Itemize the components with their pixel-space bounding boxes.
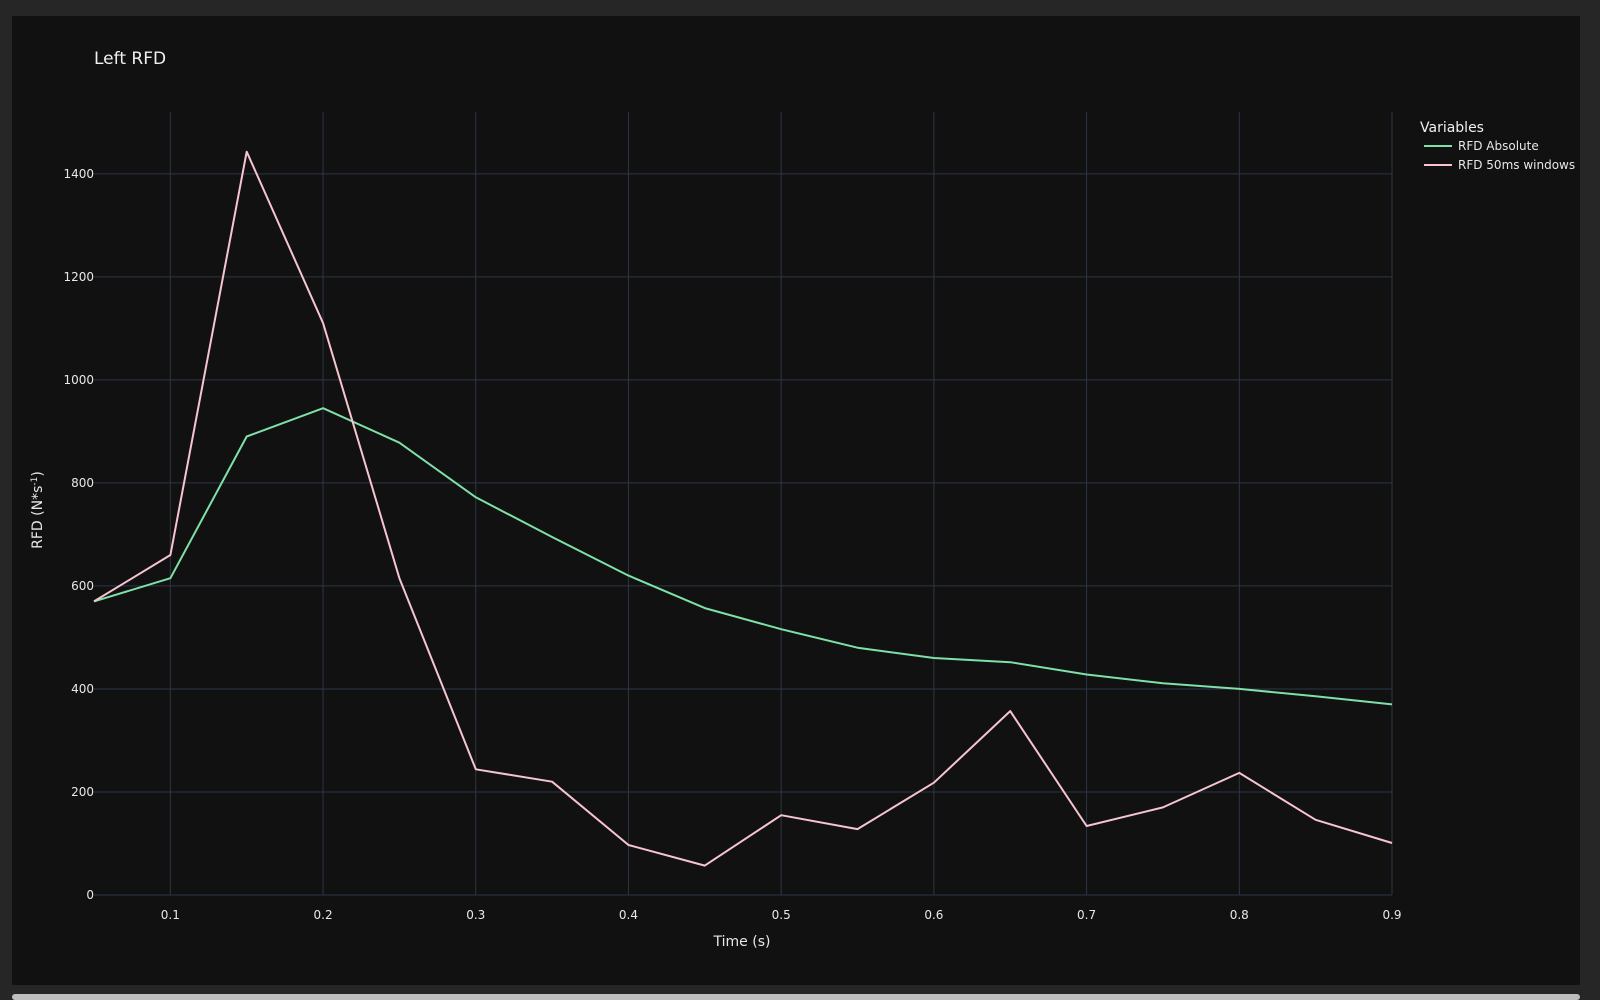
y-tick-label: 1200 [63, 270, 94, 284]
legend-label-rfd-absolute: RFD Absolute [1458, 139, 1539, 153]
y-axis-title-close: ) [30, 471, 46, 476]
x-tick-label: 0.2 [314, 908, 333, 922]
legend-title: Variables [1420, 120, 1484, 136]
x-tick-label: 0.5 [772, 908, 791, 922]
y-tick-label: 800 [71, 476, 94, 490]
y-axis-ticks: 0 200 400 600 800 1000 1200 1400 [63, 167, 94, 902]
x-tick-label: 0.1 [161, 908, 180, 922]
x-tick-label: 0.3 [466, 908, 485, 922]
x-tick-label: 0.9 [1382, 908, 1401, 922]
series-line-rfd-absolute [93, 407, 1393, 706]
x-tick-label: 0.7 [1077, 908, 1096, 922]
x-axis-title: Time (s) [713, 934, 771, 950]
y-tick-label: 1400 [63, 167, 94, 181]
x-tick-label: 0.8 [1230, 908, 1249, 922]
y-axis-title-main: RFD (N*s [30, 486, 46, 549]
y-tick-label: 400 [71, 682, 94, 696]
chart-frame [12, 16, 1580, 985]
y-axis-title-superscript: -1 [30, 477, 40, 486]
x-tick-label: 0.6 [924, 908, 943, 922]
legend-item-rfd-absolute[interactable]: RFD Absolute [1424, 139, 1539, 153]
x-tick-label: 0.4 [619, 908, 638, 922]
chart-title: Left RFD [94, 49, 166, 69]
legend: Variables RFD Absolute RFD 50ms windows [1420, 120, 1575, 172]
series-lines [93, 150, 1393, 867]
legend-item-rfd-50ms-windows[interactable]: RFD 50ms windows [1424, 158, 1575, 172]
y-tick-label: 600 [71, 579, 94, 593]
grid-lines [94, 112, 1393, 896]
y-tick-label: 0 [86, 888, 94, 902]
y-tick-label: 200 [71, 785, 94, 799]
legend-label-rfd-50ms-windows: RFD 50ms windows [1458, 158, 1575, 172]
x-axis-ticks: 0.1 0.2 0.3 0.4 0.5 0.6 0.7 0.8 0.9 [161, 908, 1402, 922]
series-line-rfd-50ms-windows [93, 150, 1393, 867]
y-axis-title: RFD (N*s-1) [30, 471, 46, 549]
y-tick-label: 1000 [63, 373, 94, 387]
horizontal-scrollbar[interactable] [12, 994, 1580, 1000]
